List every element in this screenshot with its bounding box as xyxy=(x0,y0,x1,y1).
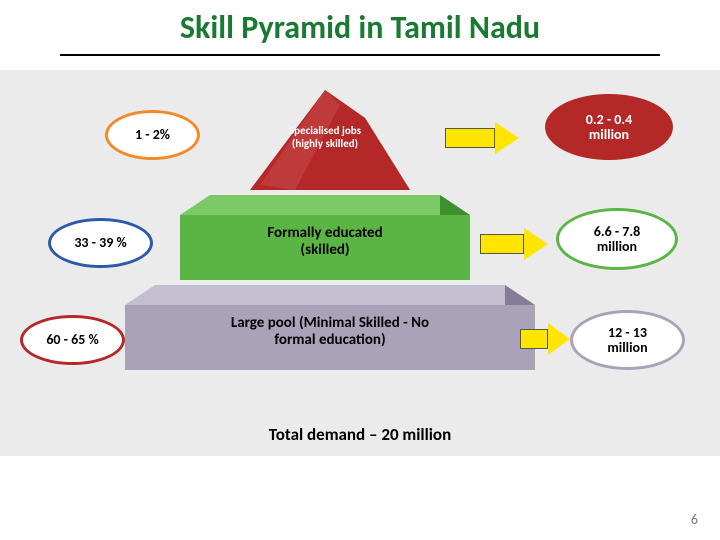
left-ellipse-1: 1 - 2% xyxy=(105,110,200,160)
right-ellipse-3: 12 - 13 million xyxy=(570,310,685,370)
arrow-3 xyxy=(520,323,572,355)
tier2-top xyxy=(180,195,470,215)
tier1-label: Specialised jobs (highly skilled) xyxy=(270,125,380,150)
right-ellipse-1: 0.2 - 0.4 million xyxy=(545,94,673,160)
chart-area: Specialised jobs (highly skilled) Formal… xyxy=(0,70,720,456)
tier3-top xyxy=(125,285,535,305)
total-row: Total demand – 20 million xyxy=(0,418,720,450)
left-ellipse-2: 33 - 39 % xyxy=(48,218,153,268)
page-title: Skill Pyramid in Tamil Nadu xyxy=(0,8,720,47)
total-demand-text: Total demand – 20 million xyxy=(269,424,451,445)
tier3-label: Large pool (Minimal Skilled - No formal … xyxy=(160,315,500,350)
arrow-1 xyxy=(445,122,525,154)
tier2-label: Formally educated (skilled) xyxy=(200,225,450,260)
left-ellipse-3: 60 - 65 % xyxy=(20,315,125,365)
page-number: 6 xyxy=(691,511,698,528)
title-underline xyxy=(60,54,660,56)
right-ellipse-2: 6.6 - 7.8 million xyxy=(556,208,678,270)
arrow-2 xyxy=(480,228,560,260)
